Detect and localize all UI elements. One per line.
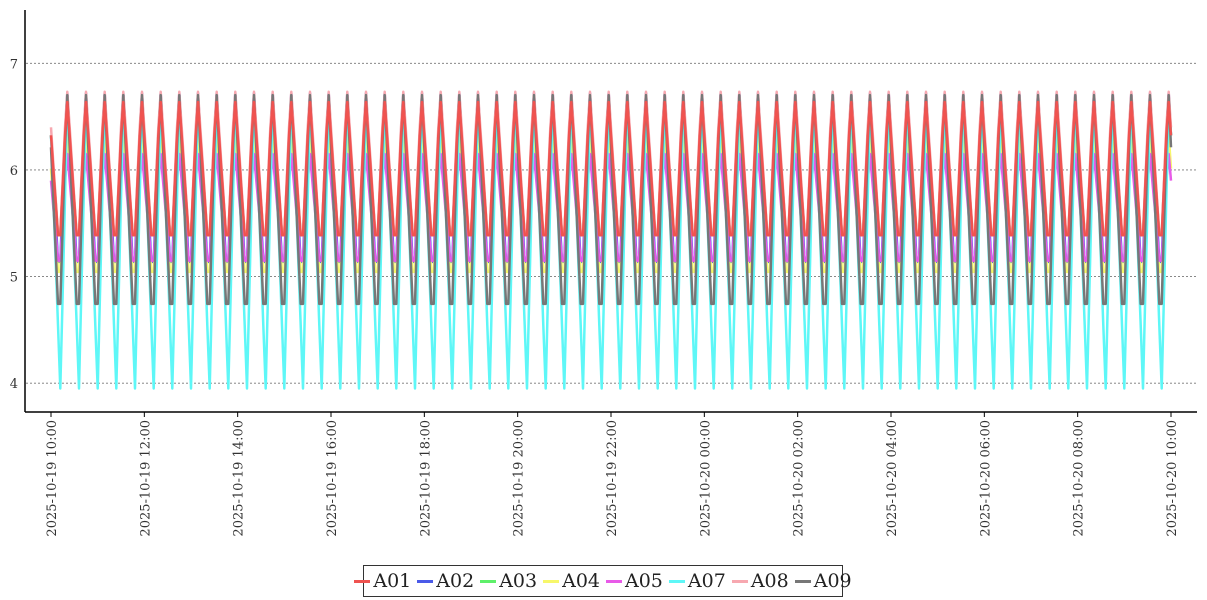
legend-swatch bbox=[417, 579, 434, 583]
legend-item-a05: A05 bbox=[606, 570, 663, 592]
legend-swatch bbox=[543, 579, 560, 583]
x-tick-label: 2025-10-19 14:00 bbox=[232, 420, 247, 537]
x-tick-labels: 2025-10-19 10:00 2025-10-19 12:00 2025-10-… bbox=[45, 412, 1180, 537]
legend-item-a02: A02 bbox=[417, 570, 474, 592]
x-tick-label: 2025-10-19 18:00 bbox=[418, 420, 433, 537]
legend-item-a07: A07 bbox=[668, 570, 726, 592]
x-tick-label: 2025-10-19 16:00 bbox=[325, 420, 340, 537]
x-tick-label: 2025-10-19 20:00 bbox=[512, 420, 527, 537]
legend-swatch bbox=[668, 579, 685, 583]
series-line-a01 bbox=[49, 100, 1173, 237]
legend-label: A08 bbox=[750, 570, 789, 592]
x-tick-label: 2025-10-19 12:00 bbox=[138, 420, 153, 537]
legend-swatch bbox=[480, 579, 497, 583]
legend-item-a03: A03 bbox=[480, 570, 537, 592]
y-tick-labels: 4 5 6 7 bbox=[10, 57, 18, 392]
legend-label: A07 bbox=[687, 570, 726, 592]
legend-swatch bbox=[794, 579, 811, 583]
axes bbox=[24, 10, 1197, 413]
legend-label: A02 bbox=[436, 570, 475, 592]
legend-label: A04 bbox=[562, 570, 600, 592]
y-tick-label: 7 bbox=[10, 57, 18, 72]
legend-item-a08: A08 bbox=[731, 570, 789, 592]
series-line-a05 bbox=[49, 152, 1173, 262]
legend-item-a09: A09 bbox=[794, 570, 852, 592]
x-tick-label: 2025-10-20 08:00 bbox=[1072, 420, 1087, 537]
legend-label: A09 bbox=[813, 570, 852, 592]
legend-label: A05 bbox=[625, 570, 663, 592]
x-tick-label: 2025-10-20 06:00 bbox=[978, 420, 993, 537]
x-tick-label: 2025-10-20 04:00 bbox=[885, 420, 900, 537]
legend: A01 A02 A03 A04 A05 A07 A08 A09 bbox=[354, 565, 852, 597]
legend-item-a01: A01 bbox=[354, 570, 411, 592]
x-tick-label: 2025-10-20 00:00 bbox=[698, 420, 713, 537]
legend-swatch bbox=[731, 579, 748, 583]
y-tick-label: 5 bbox=[10, 271, 18, 286]
legend-swatch bbox=[606, 579, 622, 583]
legend-label: A01 bbox=[373, 570, 412, 592]
x-tick-label: 2025-10-20 02:00 bbox=[792, 420, 807, 537]
legend-swatch bbox=[354, 579, 371, 583]
x-tick-label: 2025-10-19 22:00 bbox=[605, 420, 620, 537]
legend-item-a04: A04 bbox=[543, 570, 600, 592]
y-tick-label: 6 bbox=[10, 164, 18, 179]
x-tick-label: 2025-10-19 10:00 bbox=[45, 420, 60, 537]
y-tick-label: 4 bbox=[10, 377, 18, 392]
x-tick-label: 2025-10-20 10:00 bbox=[1165, 420, 1180, 537]
legend-label: A03 bbox=[499, 570, 538, 592]
series-lines bbox=[49, 90, 1173, 390]
